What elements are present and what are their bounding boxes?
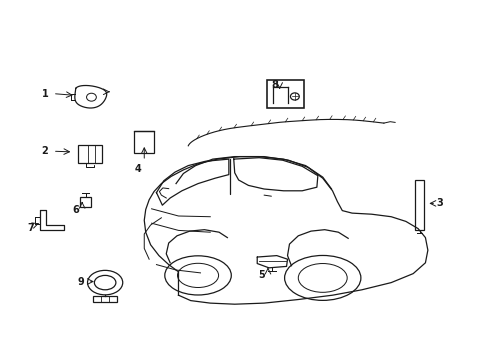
Bar <box>80 197 91 207</box>
Bar <box>266 80 303 108</box>
Text: 8: 8 <box>271 80 278 90</box>
Bar <box>414 180 424 230</box>
Text: 5: 5 <box>258 270 264 280</box>
Text: 1: 1 <box>41 89 48 99</box>
Text: 4: 4 <box>134 164 141 174</box>
Text: 3: 3 <box>436 198 443 208</box>
Text: 2: 2 <box>41 146 48 156</box>
Text: 9: 9 <box>77 276 84 287</box>
Bar <box>93 296 117 302</box>
Bar <box>134 131 154 153</box>
Text: 6: 6 <box>72 204 79 215</box>
Text: 7: 7 <box>27 222 34 233</box>
Bar <box>78 145 102 163</box>
